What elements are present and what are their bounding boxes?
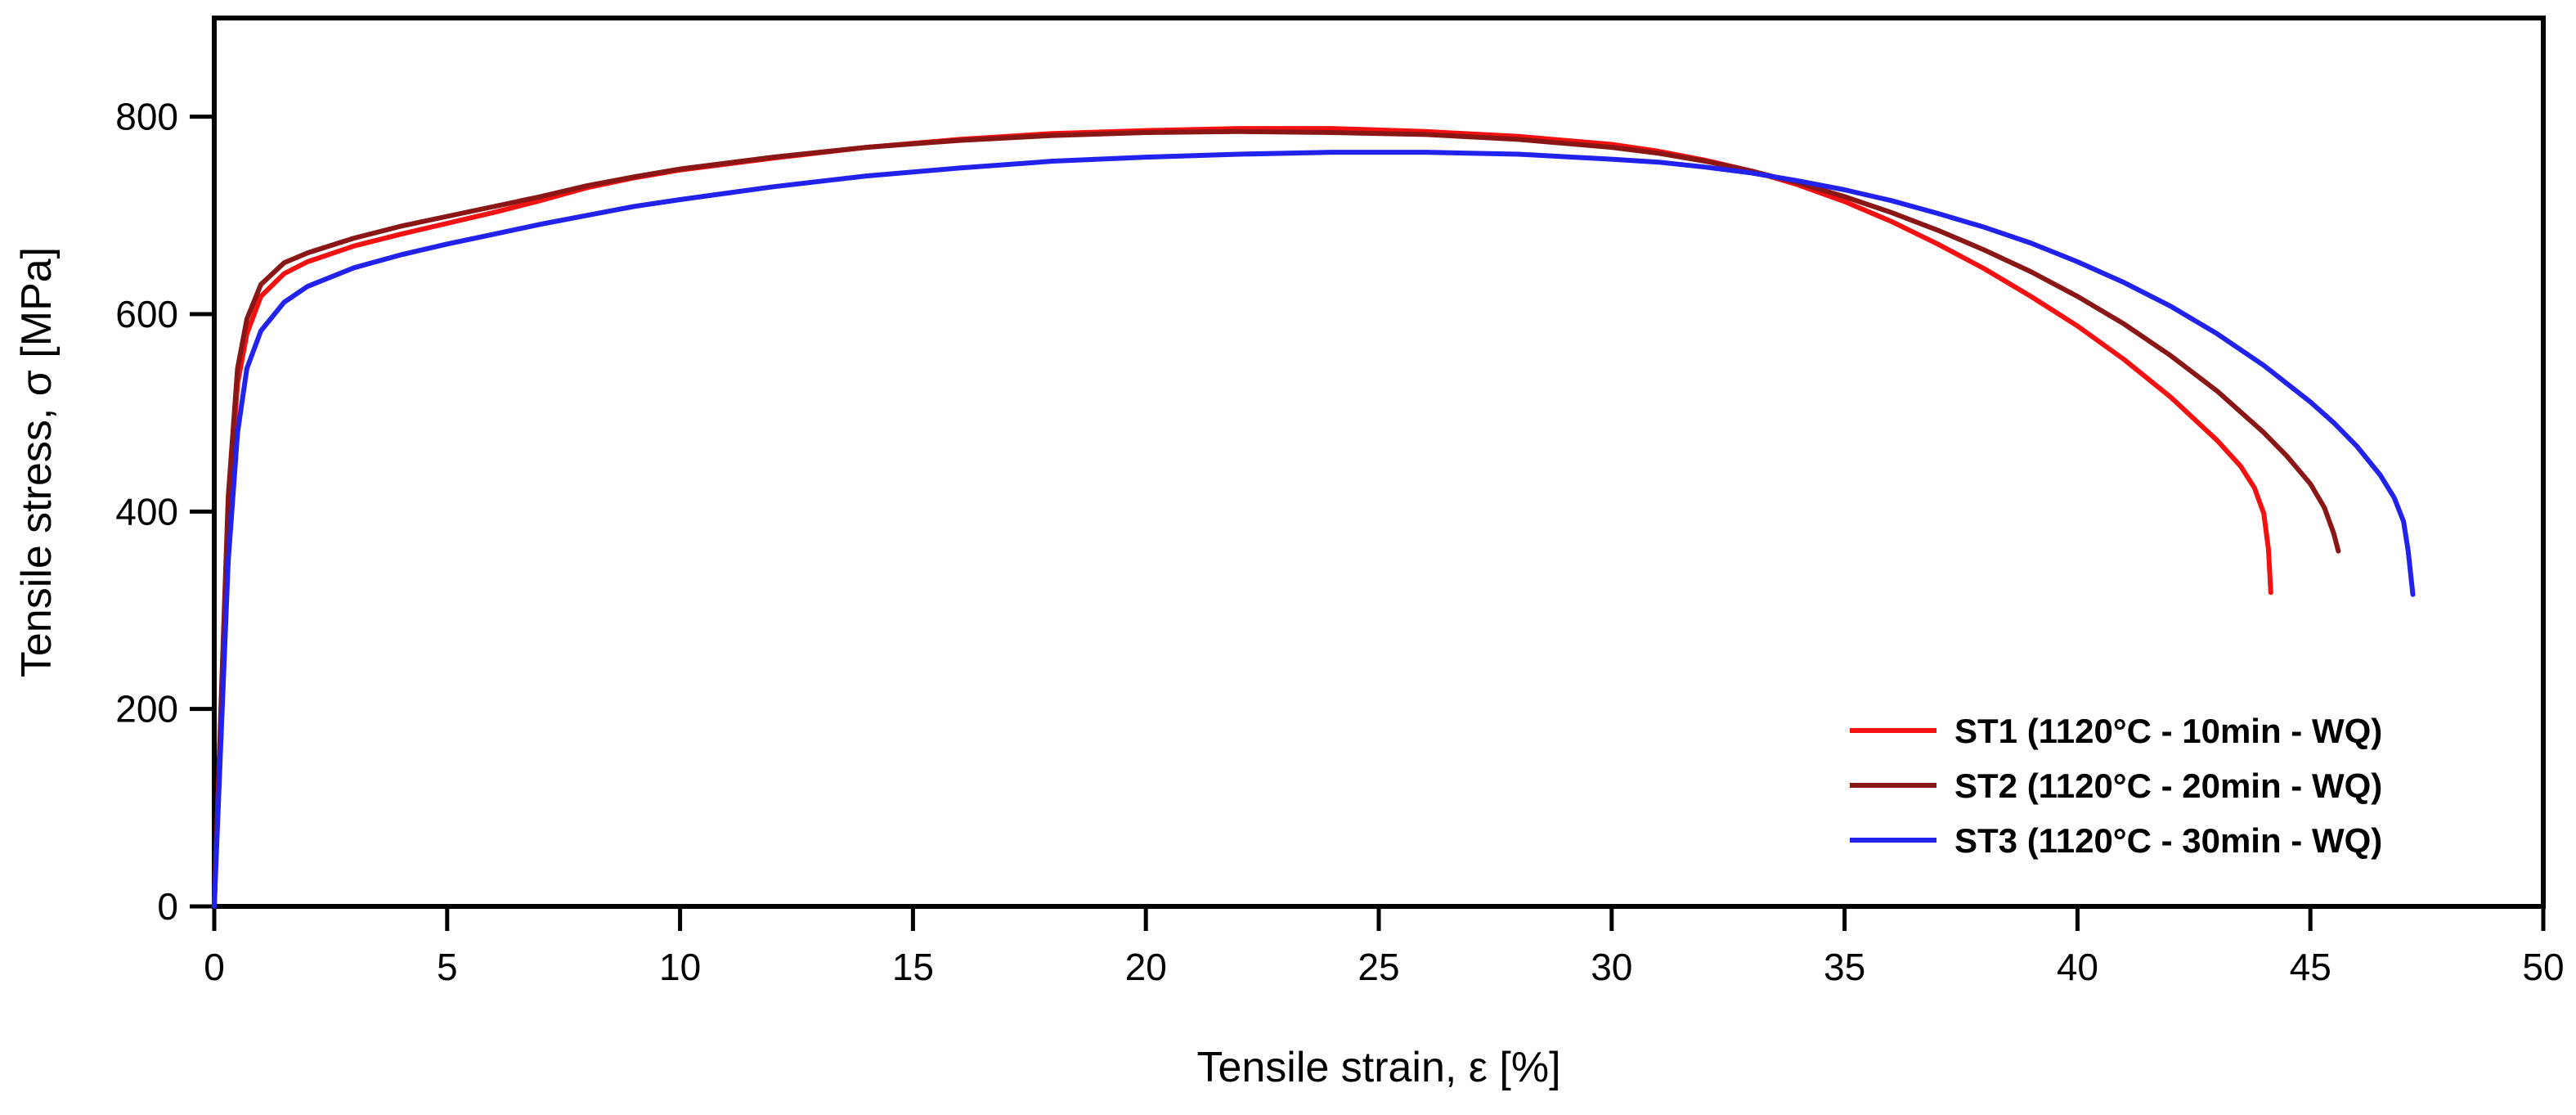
legend-entry-st3: ST3 (1120°C - 30min - WQ) xyxy=(1850,821,2382,860)
x-tick-label: 15 xyxy=(892,946,934,988)
x-tick-label: 20 xyxy=(1125,946,1167,988)
y-tick-label: 0 xyxy=(157,885,178,928)
series-curve-st1 xyxy=(212,126,2273,909)
series-curve-st3 xyxy=(212,150,2416,909)
axis-ticks xyxy=(190,115,2546,931)
y-tick-label: 200 xyxy=(115,688,178,731)
x-tick-label: 50 xyxy=(2522,946,2564,988)
axis-titles: Tensile strain, ε [%] Tensile stress, σ … xyxy=(13,247,1561,1091)
y-axis-title: Tensile stress, σ [MPa] xyxy=(13,247,61,677)
legend-label: ST3 (1120°C - 30min - WQ) xyxy=(1954,821,2382,860)
x-tick-label: 5 xyxy=(437,946,458,988)
legend-entry-st1: ST1 (1120°C - 10min - WQ) xyxy=(1850,712,2382,750)
x-tick-label: 25 xyxy=(1358,946,1399,988)
x-tick-label: 30 xyxy=(1591,946,1632,988)
x-tick-label: 35 xyxy=(1824,946,1865,988)
y-tick-label: 400 xyxy=(115,490,178,533)
legend-label: ST1 (1120°C - 10min - WQ) xyxy=(1954,712,2382,750)
legend-entry-st2: ST2 (1120°C - 20min - WQ) xyxy=(1850,767,2382,805)
y-tick-label: 800 xyxy=(115,96,178,138)
legend-label: ST2 (1120°C - 20min - WQ) xyxy=(1954,767,2382,805)
x-tick-label: 45 xyxy=(2290,946,2331,988)
y-tick-label: 600 xyxy=(115,293,178,335)
axis-tick-labels: 0 5 10 15 20 25 30 35 40 45 50 0 200 400 600 800 xyxy=(115,96,2564,988)
x-axis-title: Tensile strain, ε [%] xyxy=(1196,1044,1560,1091)
x-tick-label: 40 xyxy=(2057,946,2098,988)
x-tick-label: 10 xyxy=(659,946,701,988)
series-lines xyxy=(212,126,2416,909)
series-curve-st2 xyxy=(212,128,2341,909)
x-tick-label: 0 xyxy=(204,946,225,988)
legend: ST1 (1120°C - 10min - WQ) ST2 (1120°C - 2… xyxy=(1850,712,2382,860)
